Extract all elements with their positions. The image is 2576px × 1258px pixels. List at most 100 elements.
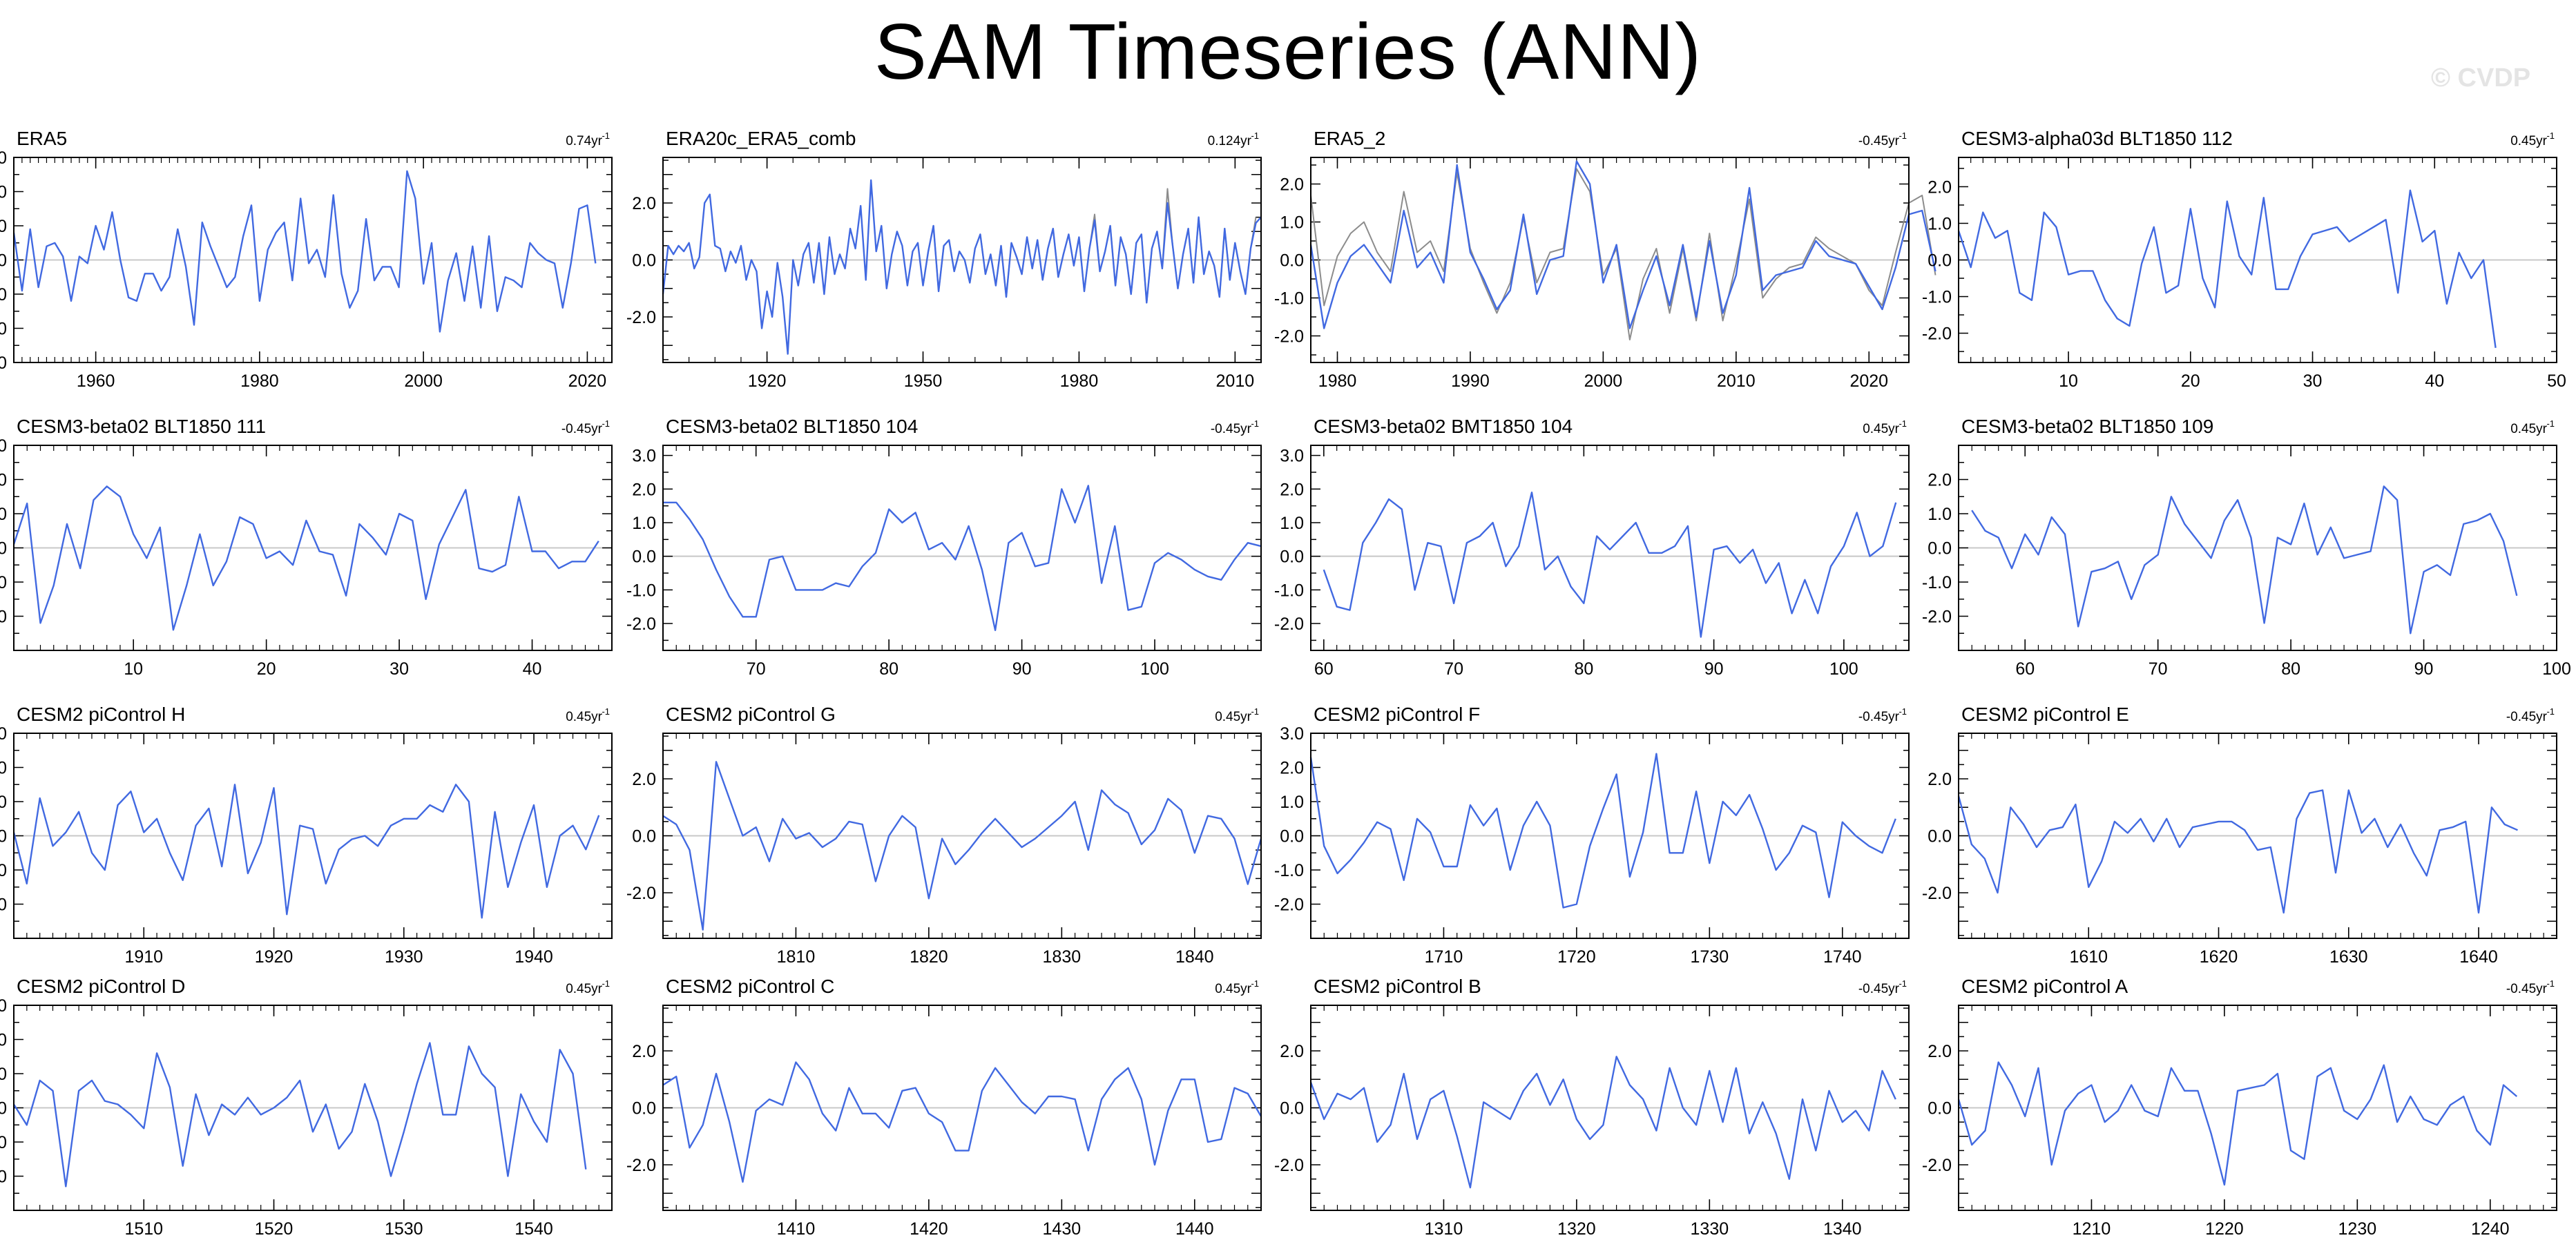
y-tick-label: 3.0	[0, 724, 7, 744]
y-tick-label: -2.0	[0, 896, 7, 915]
trend-exponent: -1	[1251, 130, 1259, 141]
x-tick-label: 2000	[404, 371, 443, 391]
panel-6: CESM3-beta02 BLT1850 104 -0.45yr -1 3.0 2.0 1…	[626, 416, 1262, 679]
trend-exponent: -1	[1899, 130, 1907, 141]
sam-series-line	[1309, 753, 1896, 909]
trend-exponent: -1	[602, 130, 610, 141]
plot-frame	[1958, 157, 2557, 363]
panel-title: CESM2 piControl B	[1314, 976, 1481, 997]
panel-13: CESM2 piControl D 0.45yr-1 3.0 2.0 1.0 0.0 -1.…	[0, 976, 613, 1239]
y-tick-label: 3.0	[1280, 724, 1304, 744]
x-tick-label: 1520	[255, 1219, 294, 1239]
y-tick-label: -1.0	[1274, 289, 1304, 309]
trend-exponent: -1	[1899, 706, 1907, 717]
panel-4: CESM3-alpha03d BLT1850 112 0.45yr -1 2.0 1.0…	[1922, 128, 2566, 391]
trend-exponent: -1	[602, 706, 610, 717]
y-tick-label: -2.0	[626, 1156, 656, 1175]
y-tick-label: 0.0	[1280, 827, 1304, 846]
y-tick-label: 0.0	[0, 827, 7, 846]
trend-exponent: -1	[1899, 978, 1907, 989]
x-tick-label: 1930	[385, 947, 423, 967]
cvdp-watermark: © CVDP	[2431, 64, 2531, 93]
panel-title: CESM3-beta02 BMT1850 104	[1314, 416, 1573, 437]
plot-frame	[1310, 445, 1910, 651]
trend-label: 0.45yr	[1863, 422, 1899, 436]
trend-label: 0.74yr	[566, 134, 602, 148]
y-tick-label: -2.0	[0, 1168, 7, 1187]
trend-exponent: -1	[2546, 706, 2555, 717]
y-tick-label: 3.0	[0, 996, 7, 1016]
sam-series-line	[12, 170, 597, 333]
y-tick-label: 2.0	[1928, 177, 1952, 197]
x-tick-label: 1320	[1557, 1219, 1596, 1239]
y-tick-label: -2.0	[1922, 1156, 1952, 1175]
panel-10: CESM2 piControl G 0.45yr -1 2.0 0.0 -2.0 1810 1…	[626, 704, 1262, 967]
y-tick-label: 1.0	[1280, 793, 1304, 812]
x-tick-label: 20	[257, 659, 276, 679]
plot-frame	[662, 1005, 1262, 1211]
y-tick-label: 2.0	[1928, 471, 1952, 490]
panel-15: CESM2 piControl B -0.45yr -1 2.0 0.0 -2.0 1310…	[1274, 976, 1910, 1239]
plot-frame	[662, 733, 1262, 939]
y-tick-label: 2.0	[632, 1042, 656, 1061]
trend-label: 0.124yr	[1208, 134, 1252, 148]
x-tick-label: 1510	[124, 1219, 163, 1239]
trend-label: 0.45yr	[566, 710, 602, 724]
x-tick-label: 30	[2303, 371, 2323, 391]
x-tick-label: 90	[2414, 659, 2434, 679]
trend-label: 0.45yr	[2510, 134, 2547, 148]
x-tick-label: 2020	[1849, 371, 1888, 391]
sam-series-line	[1971, 485, 2518, 635]
x-tick-label: 1730	[1691, 947, 1729, 967]
y-tick-label: -2.0	[626, 308, 656, 327]
x-tick-label: 1980	[1318, 371, 1357, 391]
panel-12: CESM2 piControl E -0.45yr -1 2.0 0.0 -2.0 1610…	[1922, 704, 2557, 967]
panel-title: CESM2 piControl F	[1314, 704, 1480, 725]
y-tick-label: 0.0	[632, 548, 656, 567]
x-tick-label: 1940	[515, 947, 553, 967]
panel-9: CESM2 piControl H 0.45yr-1 3.0 2.0 1.0 0.0 -1.…	[0, 704, 613, 967]
y-tick-label: -2.0	[1274, 1156, 1304, 1175]
x-tick-label: 1840	[1175, 947, 1214, 967]
x-tick-label: 1830	[1043, 947, 1082, 967]
y-tick-label: -2.0	[1274, 896, 1304, 915]
y-tick-label: 1.0	[0, 505, 7, 524]
panel-title: CESM2 piControl H	[17, 704, 185, 725]
y-tick-label: 0.0	[0, 539, 7, 559]
x-tick-label: 90	[1012, 659, 1032, 679]
panel-3: ERA5_2 -0.45yr -1 2.0 1.0 0.0 -1.0 -2.0 1980 1990…	[1274, 128, 1936, 391]
panel-title: CESM2 piControl C	[666, 976, 834, 997]
x-tick-label: 1920	[748, 371, 787, 391]
trend-label: -0.45yr	[1858, 982, 1900, 996]
y-tick-label: 0.0	[1280, 1099, 1304, 1119]
x-tick-label: 100	[2542, 659, 2571, 679]
x-tick-label: 1710	[1425, 947, 1463, 967]
plot-frame	[662, 157, 1262, 363]
y-tick-label: 2.0	[0, 183, 7, 202]
plot-frame	[1310, 1005, 1910, 1211]
x-tick-label: 1340	[1823, 1219, 1862, 1239]
sam-series-line	[663, 485, 1262, 631]
panel-7: CESM3-beta02 BMT1850 104 0.45yr -1 3.0 2.0 1.…	[1274, 416, 1910, 679]
plot-frame	[1958, 733, 2557, 939]
plot-frame	[1958, 445, 2557, 651]
sam-series-line	[1957, 1061, 2518, 1186]
y-tick-label: 2.0	[632, 770, 656, 789]
x-tick-label: 70	[747, 659, 766, 679]
trend-label: -0.45yr	[1858, 134, 1900, 148]
y-tick-label: -1.0	[1922, 573, 1952, 592]
x-tick-label: 80	[879, 659, 898, 679]
x-tick-label: 1530	[385, 1219, 423, 1239]
y-tick-label: 0.0	[1928, 251, 1952, 271]
x-tick-label: 80	[2281, 659, 2300, 679]
x-tick-label: 2010	[1216, 371, 1255, 391]
x-tick-label: 1740	[1823, 947, 1862, 967]
y-tick-label: -2.0	[1274, 615, 1304, 634]
x-tick-label: 10	[2059, 371, 2078, 391]
y-tick-label: 0.0	[632, 1099, 656, 1119]
x-tick-label: 60	[2015, 659, 2035, 679]
y-tick-label: 2.0	[1280, 480, 1304, 499]
panel-title: CESM2 piControl A	[1961, 976, 2128, 997]
y-tick-label: 0.0	[0, 251, 7, 271]
trend-label: 0.45yr	[1215, 982, 1251, 996]
